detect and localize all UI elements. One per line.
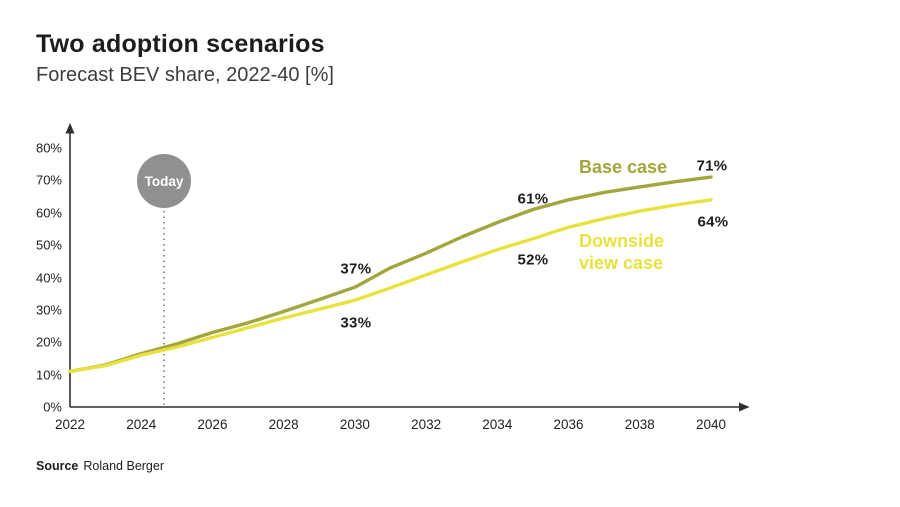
x-tick-2028: 2028: [268, 417, 299, 432]
y-tick-80: 80%: [35, 140, 62, 156]
series-line-downside-view-case: [68, 198, 713, 374]
x-tick-2040: 2040: [695, 417, 726, 432]
y-tick-40: 40%: [35, 270, 62, 285]
x-tick-2024: 2024: [126, 417, 157, 432]
y-tick-0: 0%: [43, 399, 62, 415]
y-tick-20: 20%: [35, 334, 62, 350]
x-tick-2030: 2030: [339, 417, 370, 432]
x-tick-2022: 2022: [54, 417, 86, 432]
source-note: Source Roland Berger: [36, 459, 164, 473]
y-tick-50: 50%: [35, 237, 62, 253]
today-label: Today: [144, 173, 184, 189]
x-tick-2026: 2026: [197, 417, 228, 432]
page-title: Two adoption scenarios: [36, 30, 325, 58]
y-tick-30: 30%: [35, 302, 62, 318]
y-tick-60: 60%: [35, 205, 62, 221]
legend-downside-view-case: Downside view case: [579, 231, 665, 273]
y-tick-70: 70%: [35, 172, 62, 188]
source-label: Source: [36, 459, 79, 473]
point-label-64pct: 64%: [697, 213, 729, 231]
x-tick-2038: 2038: [624, 417, 655, 432]
page-subtitle: Forecast BEV share, 2022-40 [%]: [36, 64, 334, 86]
series-line-base-case: [68, 175, 713, 374]
legend-base-case: Base case: [579, 157, 668, 177]
y-tick-10: 10%: [35, 367, 62, 383]
today-marker: Today: [137, 154, 191, 208]
source-text: Roland Berger: [83, 459, 164, 473]
x-tick-2034: 2034: [482, 417, 513, 432]
point-label-33pct: 33%: [340, 314, 372, 332]
point-label-37pct: 37%: [340, 260, 372, 278]
point-label-52pct: 52%: [517, 251, 549, 269]
x-tick-2032: 2032: [411, 417, 442, 432]
point-label-71pct: 71%: [696, 157, 728, 175]
x-tick-2036: 2036: [553, 417, 584, 432]
x-axis-arrow-icon: [739, 402, 750, 412]
y-axis-arrow-icon: [65, 123, 75, 134]
point-label-61pct: 61%: [517, 190, 549, 207]
